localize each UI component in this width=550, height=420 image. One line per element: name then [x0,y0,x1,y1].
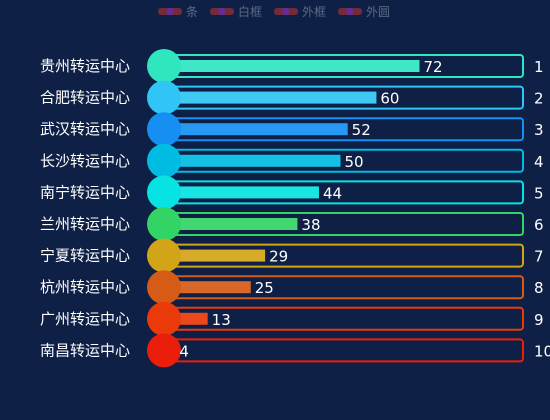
legend-marker [346,8,354,15]
rank-label: 9 [534,311,544,329]
bar-circle [147,80,181,115]
bar [164,60,420,72]
bar-shine [164,249,266,262]
bar-shine [164,281,251,294]
bar-circle [147,301,181,336]
chart-row: 杭州转运中心 25 8 [40,270,544,305]
data-label: 72 [423,58,442,76]
bar-circle [147,333,181,368]
bar-circle [147,49,181,83]
legend-label: 外圆 [366,5,390,19]
data-label: 29 [269,248,288,266]
chart-row: 长沙转运中心 50 4 [40,143,544,178]
category-label: 杭州转运中心 [40,278,130,296]
data-label: 25 [255,279,274,297]
rank-label: 3 [534,121,544,139]
bar [164,154,341,167]
chart-row: 武汉转运中心 52 3 [40,112,544,147]
category-label: 合肥转运中心 [40,89,130,107]
data-label: 60 [380,90,399,108]
category-label: 长沙转运中心 [40,152,130,170]
bar [164,123,348,136]
bar-circle [147,112,181,147]
rank-label: 1 [534,58,544,76]
bar [164,218,298,230]
chart-row: 南昌转运中心 4 10 [40,333,550,368]
bar [164,281,251,294]
chart-row: 南宁转运中心 44 5 [40,175,544,210]
rank-label: 4 [534,153,544,171]
chart-row: 兰州转运中心 38 6 [40,207,544,241]
chart-row: 合肥转运中心 60 2 [40,80,544,115]
rank-label: 7 [534,248,544,266]
data-label: 44 [323,184,342,202]
chart-legend: 条 白框 外框 外圆 [158,4,390,19]
rank-label: 2 [534,90,544,108]
data-label: 38 [301,216,320,234]
legend-label: 条 [186,5,198,19]
data-label: 4 [179,342,189,360]
bar-shine [164,218,298,230]
chart-row: 广州转运中心 13 9 [40,301,544,336]
bar-circle [147,175,181,210]
bar-shine [164,91,377,104]
chart-rows: 贵州转运中心 72 1 合肥转运中心 60 2 武汉转运中心 52 3 长沙转运中心 50 4 南宁转运… [40,49,550,368]
rank-label: 6 [534,216,544,234]
bar-shine [164,154,341,167]
bar-shine [164,123,348,136]
bar [164,186,319,199]
category-label: 广州转运中心 [40,310,130,328]
chart-row: 贵州转运中心 72 1 [40,49,544,83]
bar-circle [147,238,181,273]
category-label: 宁夏转运中心 [40,247,130,265]
data-label: 13 [212,311,231,329]
bar-circle [147,207,181,241]
bar-circle [147,143,181,178]
data-label: 50 [345,153,364,171]
bar-shine [164,186,319,199]
bar-circle [147,270,181,305]
category-label: 武汉转运中心 [40,120,130,138]
bar [164,249,266,262]
category-label: 贵州转运中心 [40,57,130,75]
legend-label: 外框 [302,5,326,19]
data-label: 52 [352,121,371,139]
legend-marker [282,8,290,15]
legend-marker [218,8,226,15]
rank-label: 10 [534,342,550,360]
bar-frame [163,338,524,363]
legend-marker [166,8,174,15]
rank-label: 8 [534,279,544,297]
bar [164,91,377,104]
legend-label: 白框 [238,4,262,19]
bar-shine [164,60,420,72]
category-label: 兰州转运中心 [40,215,130,233]
category-label: 南宁转运中心 [40,183,130,201]
rank-label: 5 [534,184,544,202]
chart-row: 宁夏转运中心 29 7 [40,238,544,273]
category-label: 南昌转运中心 [40,341,130,359]
